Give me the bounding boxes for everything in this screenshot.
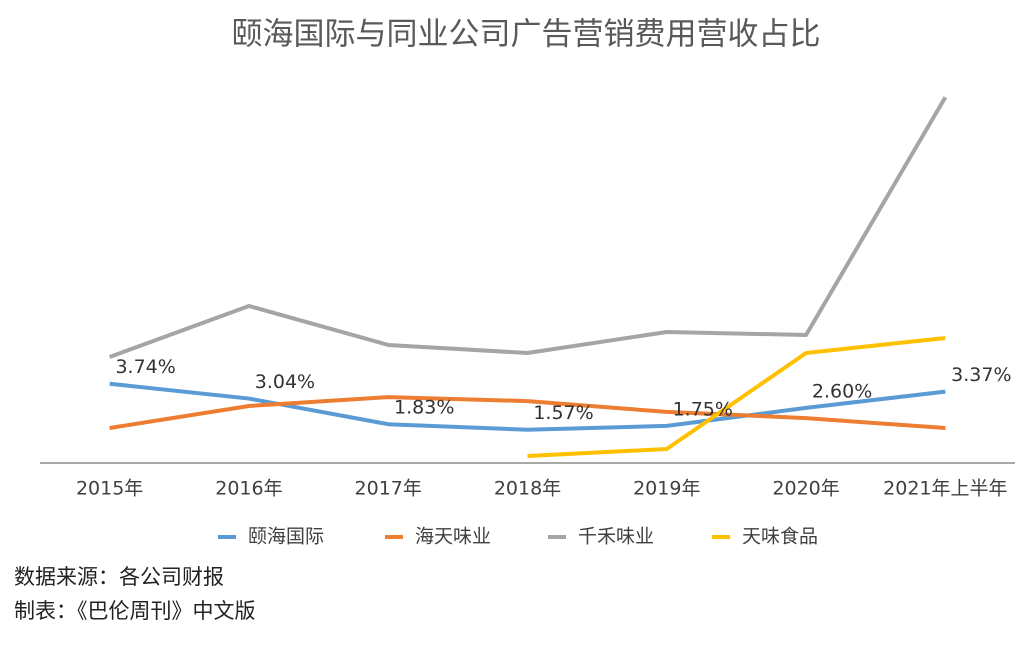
data-label: 3.04% bbox=[255, 371, 315, 393]
x-tick-label: 2020年 bbox=[772, 478, 839, 500]
data-label: 1.83% bbox=[394, 397, 454, 419]
data-label: 1.57% bbox=[533, 402, 593, 424]
source: 数据来源：各公司财报 bbox=[14, 565, 224, 589]
series-line bbox=[109, 395, 946, 431]
data-label: 1.75% bbox=[673, 398, 733, 420]
legend-label: 颐海国际 bbox=[248, 526, 324, 548]
data-label: 3.74% bbox=[115, 356, 175, 378]
data-label: 2.60% bbox=[812, 380, 872, 402]
series-line bbox=[527, 335, 946, 459]
x-tick-label: 2018年 bbox=[494, 478, 561, 500]
legend-label: 海天味业 bbox=[415, 526, 491, 548]
series-line bbox=[108, 96, 948, 359]
x-tick-label: 2015年 bbox=[76, 478, 143, 500]
x-tick-label: 2017年 bbox=[355, 478, 422, 500]
x-tick-label: 2021年上半年 bbox=[883, 478, 1007, 500]
x-tick-label: 2016年 bbox=[215, 478, 282, 500]
legend-label: 千禾味业 bbox=[578, 526, 654, 548]
data-label: 3.37% bbox=[951, 364, 1011, 386]
series-line bbox=[109, 381, 946, 432]
x-tick-label: 2019年 bbox=[633, 478, 700, 500]
legend-label: 天味食品 bbox=[742, 526, 818, 548]
chart-title: 颐海国际与同业公司广告营销费用营收占比 bbox=[232, 17, 821, 53]
credit: 制表：《巴伦周刊》中文版 bbox=[14, 599, 256, 623]
